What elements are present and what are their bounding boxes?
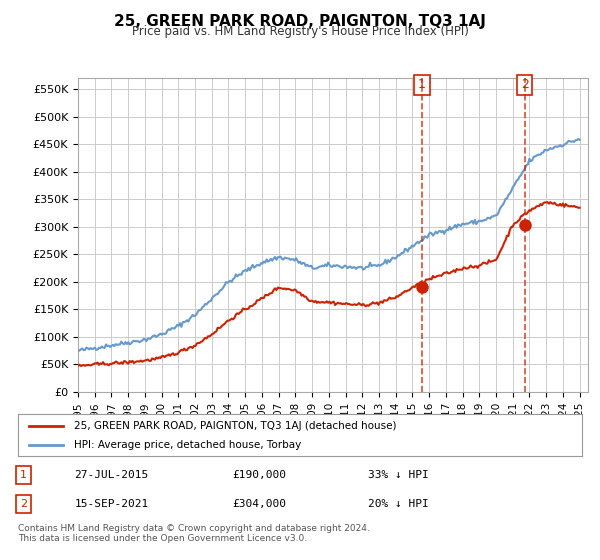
Text: 33% ↓ HPI: 33% ↓ HPI — [368, 470, 428, 480]
Text: 27-JUL-2015: 27-JUL-2015 — [74, 470, 149, 480]
Text: 2: 2 — [20, 499, 27, 509]
Text: Price paid vs. HM Land Registry's House Price Index (HPI): Price paid vs. HM Land Registry's House … — [131, 25, 469, 38]
Text: 1: 1 — [418, 78, 426, 91]
Text: £304,000: £304,000 — [232, 499, 286, 509]
Text: Contains HM Land Registry data © Crown copyright and database right 2024.
This d: Contains HM Land Registry data © Crown c… — [18, 524, 370, 543]
Text: 25, GREEN PARK ROAD, PAIGNTON, TQ3 1AJ: 25, GREEN PARK ROAD, PAIGNTON, TQ3 1AJ — [114, 14, 486, 29]
Text: £190,000: £190,000 — [232, 470, 286, 480]
Text: 2: 2 — [521, 78, 529, 91]
Text: 20% ↓ HPI: 20% ↓ HPI — [368, 499, 428, 509]
Text: 1: 1 — [20, 470, 27, 480]
Text: 15-SEP-2021: 15-SEP-2021 — [74, 499, 149, 509]
Text: 25, GREEN PARK ROAD, PAIGNTON, TQ3 1AJ (detached house): 25, GREEN PARK ROAD, PAIGNTON, TQ3 1AJ (… — [74, 421, 397, 431]
Text: HPI: Average price, detached house, Torbay: HPI: Average price, detached house, Torb… — [74, 440, 302, 450]
